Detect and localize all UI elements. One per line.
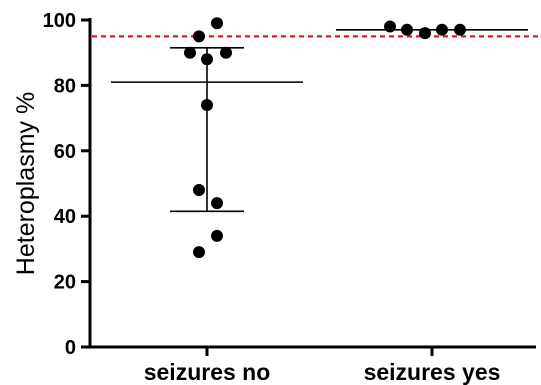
data-point bbox=[193, 184, 205, 197]
x-category-label: seizures yes bbox=[364, 359, 501, 385]
data-point bbox=[419, 27, 431, 40]
y-tick-label: 20 bbox=[54, 272, 76, 294]
data-point bbox=[211, 17, 223, 30]
data-point bbox=[401, 23, 413, 36]
data-point bbox=[454, 23, 466, 36]
x-ticks: seizures no seizures yes bbox=[144, 347, 501, 385]
y-tick-label: 80 bbox=[54, 75, 76, 97]
axes bbox=[88, 18, 536, 349]
error-bars bbox=[111, 29, 528, 213]
y-tick-label: 0 bbox=[65, 337, 76, 359]
y-axis-title: Heteroplasmy % bbox=[12, 92, 40, 275]
y-ticks: 0 20 40 60 80 100 bbox=[43, 10, 90, 359]
y-tick-label: 100 bbox=[43, 10, 76, 32]
data-point bbox=[220, 46, 232, 59]
data-points bbox=[184, 17, 466, 259]
data-point bbox=[436, 23, 448, 36]
data-point bbox=[201, 53, 213, 66]
data-point bbox=[211, 229, 223, 242]
data-point bbox=[184, 46, 196, 59]
x-category-label: seizures no bbox=[144, 359, 271, 385]
data-point bbox=[211, 197, 223, 210]
y-tick-label: 40 bbox=[54, 206, 76, 228]
data-point bbox=[384, 20, 396, 33]
data-point bbox=[201, 99, 213, 112]
data-point bbox=[193, 246, 205, 259]
data-point bbox=[193, 30, 205, 43]
y-tick-label: 60 bbox=[54, 141, 76, 163]
